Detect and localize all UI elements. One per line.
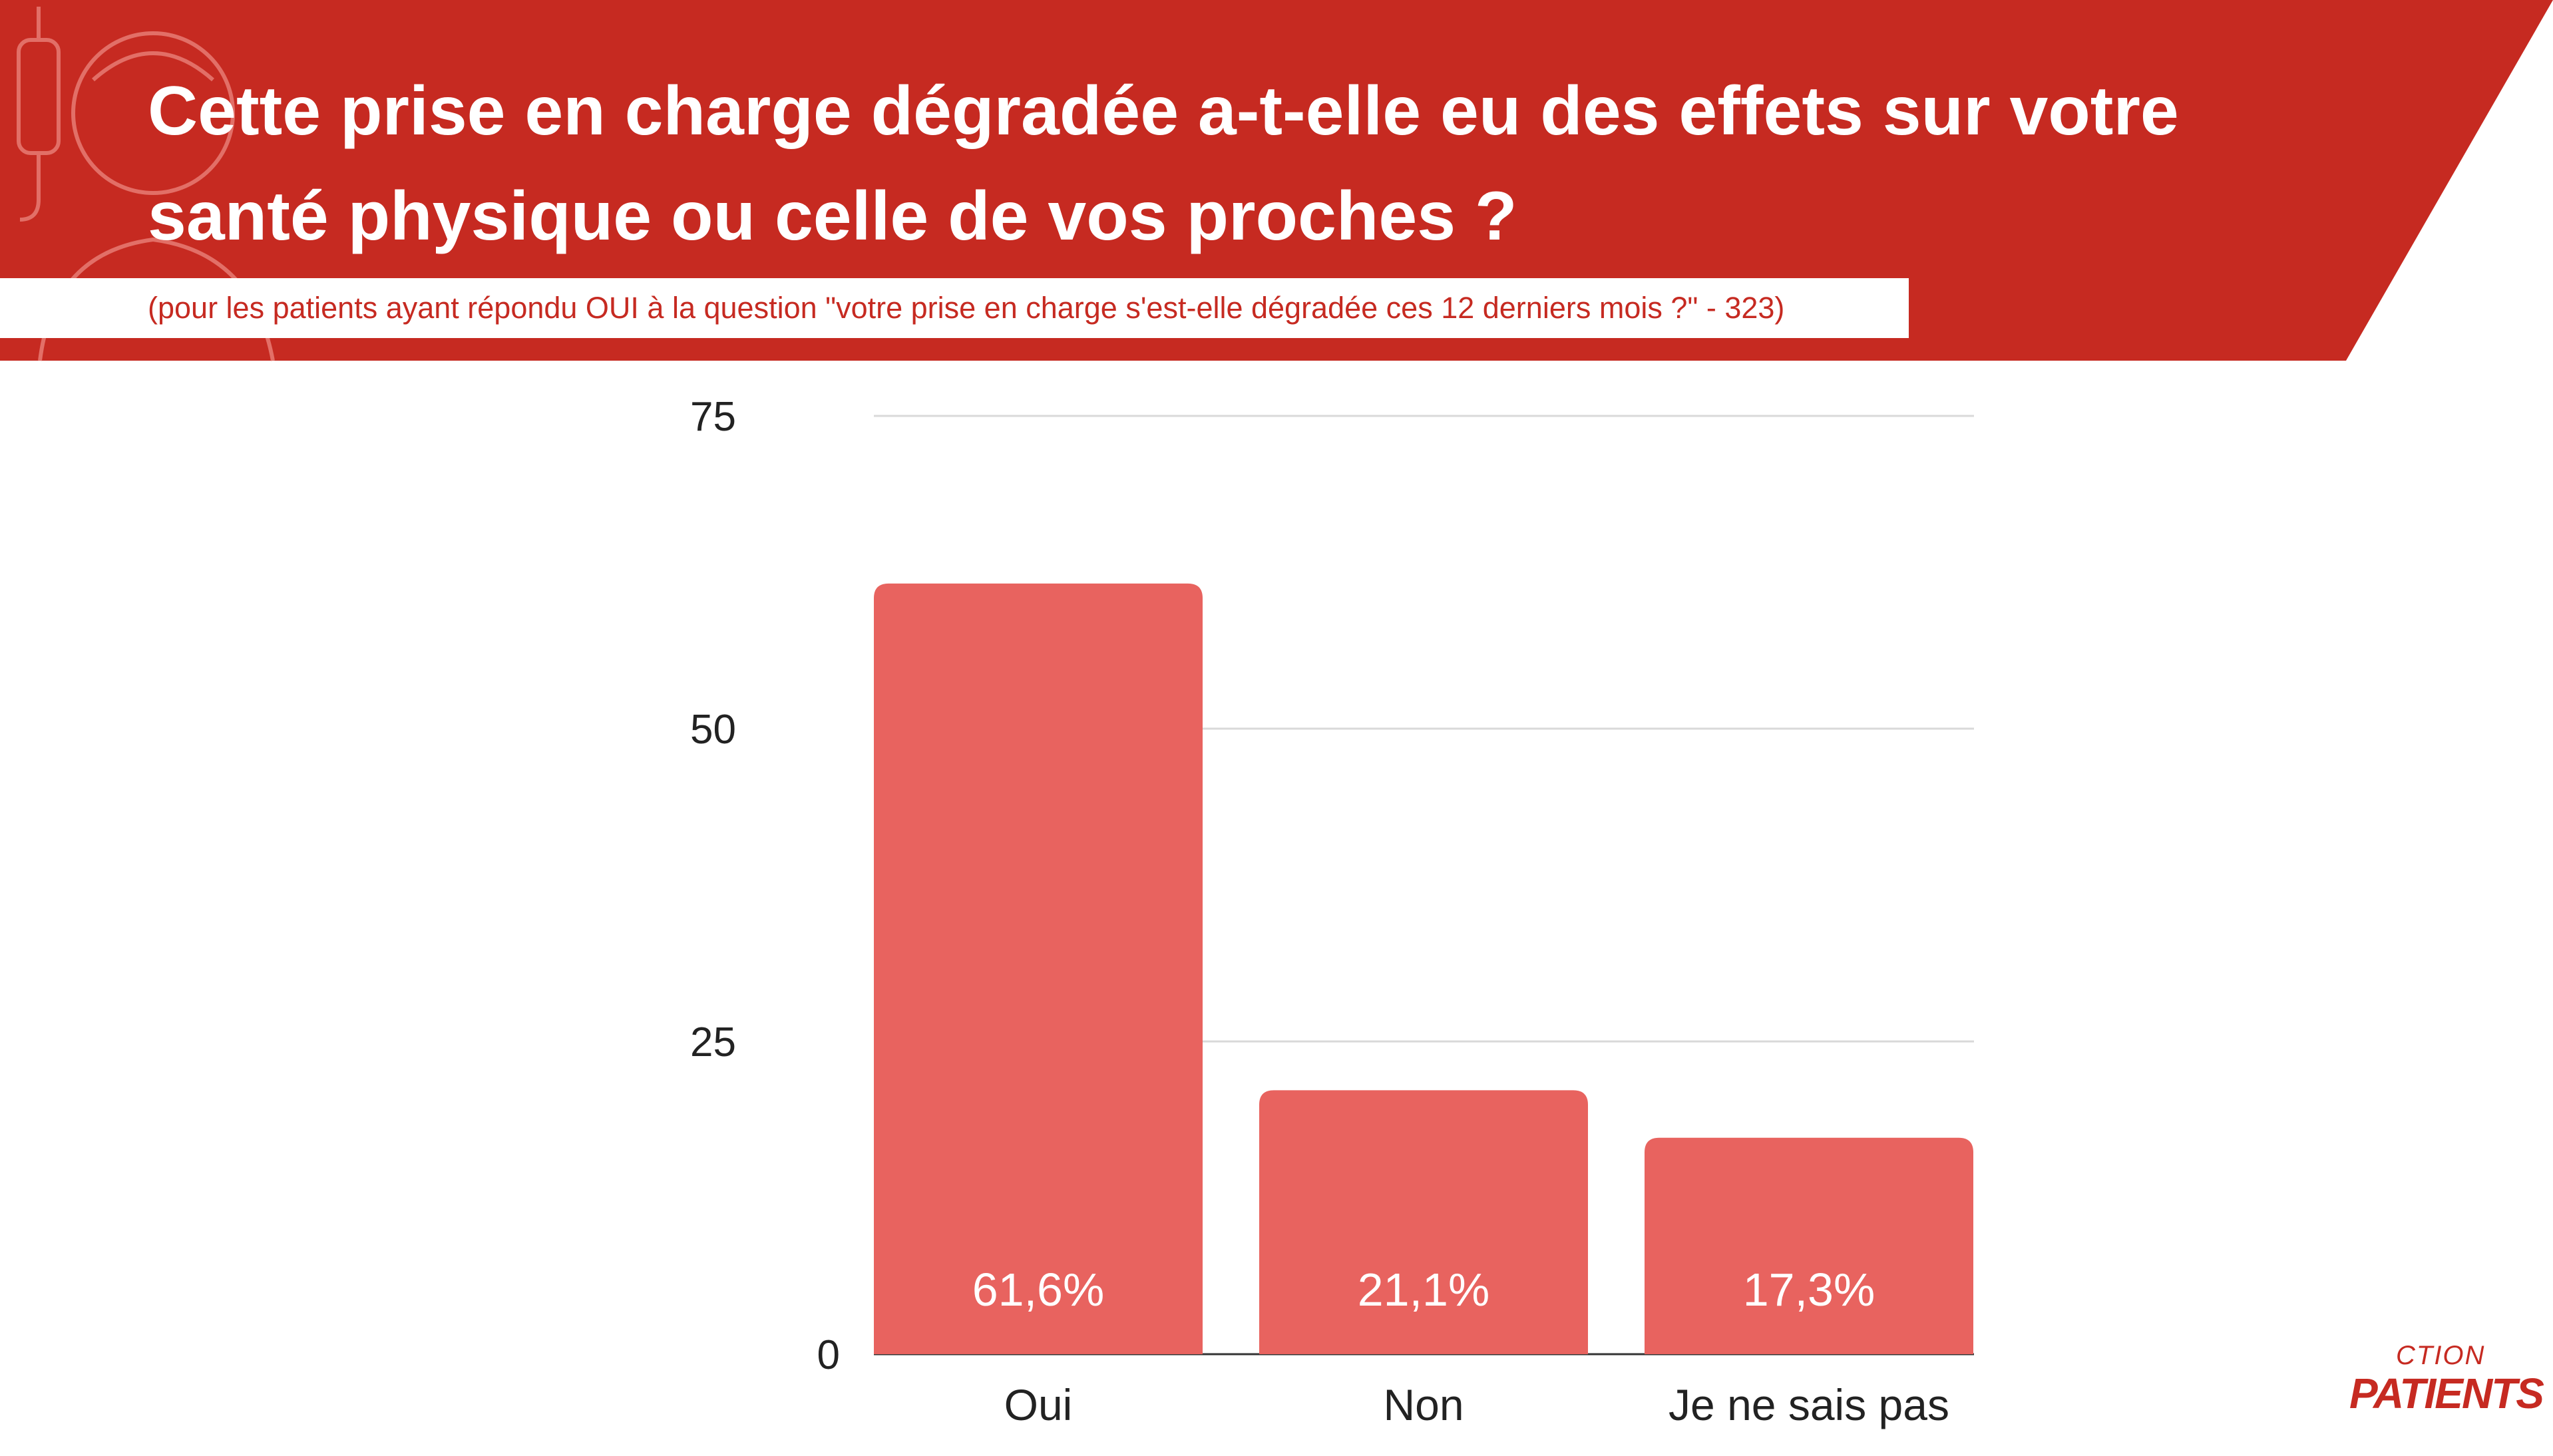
y-tick-label: 50: [690, 707, 736, 753]
logo-bottom-text: PATIENTS: [2349, 1369, 2544, 1417]
bars: [874, 583, 1973, 1355]
bar-oui: [874, 583, 1203, 1355]
data-label: 61,6%: [972, 1264, 1104, 1316]
bar-je-ne-sais-pas: [1645, 1137, 1973, 1354]
y-tick-label: 0: [817, 1332, 840, 1378]
bar-non: [1259, 1090, 1588, 1354]
action-patients-logo: CTION PATIENTS: [2349, 1341, 2544, 1421]
subtitle-box: (pour les patients ayant répondu OUI à l…: [0, 278, 1909, 338]
chart-title: Cette prise en charge dégradée a-t-elle …: [148, 73, 2179, 255]
data-label: 17,3%: [1743, 1264, 1875, 1316]
x-tick-label: Je ne sais pas: [1669, 1380, 1949, 1429]
y-tick-label: 75: [690, 394, 736, 440]
y-tick-label: 25: [690, 1019, 736, 1065]
logo-top-text: CTION: [2396, 1341, 2486, 1370]
chart-text: 0 25 50 75 61,6% Oui 21,1% Non 17,3% Je ne sais p…: [690, 394, 1949, 1429]
data-label: 21,1%: [1358, 1264, 1489, 1316]
banner-shape: [0, 0, 2553, 361]
x-tick-label: Oui: [1004, 1380, 1073, 1429]
x-tick-label: Non: [1383, 1380, 1464, 1429]
chart-subtitle: (pour les patients ayant répondu OUI à l…: [148, 291, 1785, 325]
